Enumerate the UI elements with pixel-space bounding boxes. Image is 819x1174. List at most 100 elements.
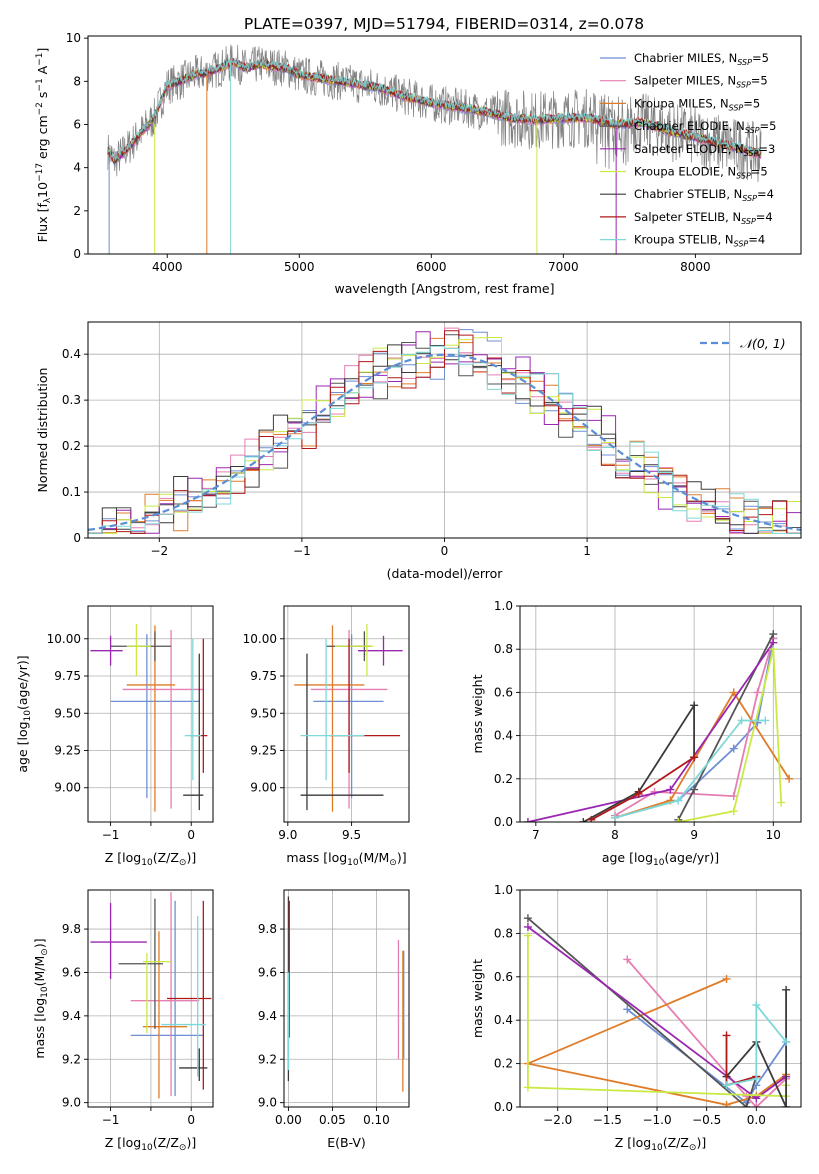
- y-tick-label: 9.75: [54, 669, 81, 683]
- x-axis-label: Z [log10(Z/Z⊙)]: [615, 1135, 706, 1153]
- x-tick-label: −1.5: [593, 1113, 622, 1127]
- x-axis-label-part: Z [log: [615, 1135, 651, 1150]
- x-axis-label-part: 10: [141, 858, 153, 868]
- legend-entry: Chabrier ELODIE, NSSP=5: [634, 119, 776, 135]
- x-axis-label: (data-model)/error: [387, 566, 504, 581]
- legend-entry: Chabrier STELIB, NSSP=4: [634, 187, 774, 203]
- legend-entry-label: Salpeter STELIB, N: [634, 210, 741, 224]
- mass-weight-point: [674, 818, 683, 822]
- legend-entry-tail: =5: [751, 74, 768, 88]
- legend-entry-tail: =3: [758, 142, 775, 156]
- y-axis-label-part: −17: [35, 163, 45, 182]
- mass-weight-point: [782, 1103, 791, 1107]
- plot-area: [294, 623, 403, 812]
- mass-weight-point: [587, 815, 596, 822]
- plot-area: [88, 327, 801, 534]
- y-tick-label: 9.8: [62, 922, 81, 936]
- x-tick-label: 4000: [152, 260, 183, 274]
- mass-weight-vs-metallicity-panel: −2.0 −1.5 −1.0 −0.5 0.0 0.0 0.2 0.4 0.6 0.8 1.0 Z […: [470, 883, 802, 1153]
- mass-weight-point: [742, 1103, 751, 1107]
- legend-entry: Salpeter ELODIE, NSSP=3: [634, 142, 775, 158]
- y-axis-label-part: ]: [35, 48, 50, 53]
- y-tick-label: 9.4: [258, 1009, 277, 1023]
- mass-weight-point: [722, 974, 731, 983]
- y-tick-label: 0.2: [494, 772, 513, 786]
- x-axis-label-part: Z [log: [105, 850, 141, 865]
- y-tick-label: 0.4: [494, 729, 513, 743]
- mass-weight-point: [729, 807, 738, 816]
- mass-weight-point: [782, 985, 791, 994]
- mass-weight-point: [753, 688, 762, 697]
- legend-entry: Chabrier MILES, NSSP=5: [634, 51, 769, 67]
- x-axis-label-part: )]: [186, 1135, 196, 1150]
- legend-entry-tail: =4: [748, 233, 765, 247]
- x-tick-label: 5000: [284, 260, 315, 274]
- y-tick-label: 9.50: [54, 706, 81, 720]
- y-axis-label-part: mass [log: [32, 998, 47, 1059]
- y-tick-label: 9.50: [250, 706, 277, 720]
- y-axis-label: age [log10(age/yr)]: [15, 655, 33, 772]
- y-tick-label: 2: [73, 204, 81, 218]
- legend-entry-label: Salpeter MILES, N: [634, 74, 736, 88]
- y-axis-label-part: 10: [23, 710, 33, 722]
- axes-frame: [283, 605, 410, 823]
- y-tick-label: 0: [73, 531, 81, 545]
- y-tick-label: 9.25: [54, 743, 81, 757]
- y-tick-label: 8: [73, 74, 81, 88]
- plot-area: [523, 914, 791, 1107]
- mass-weight-point: [777, 798, 786, 807]
- legend-entry: Salpeter MILES, NSSP=5: [634, 74, 768, 90]
- legend-entry-tail: =4: [757, 187, 774, 201]
- y-tick-label: 0.6: [494, 685, 513, 699]
- x-axis-label-part: Z [log: [105, 1135, 141, 1150]
- y-tick-label: 0.8: [494, 642, 513, 656]
- age-vs-mass-panel: 9.0 9.5 9.00 9.25 9.50 9.75 10.00 mass [log10(M…: [243, 605, 410, 868]
- observed-spectrum: [107, 44, 762, 183]
- legend-entry-tail: =5: [751, 165, 768, 179]
- y-tick-label: 4: [73, 161, 81, 175]
- axes-frame: [283, 889, 410, 1108]
- y-axis-label-part: −2: [35, 102, 45, 115]
- y-tick-label: 9.8: [258, 922, 277, 936]
- gaussian-curve: [88, 353, 801, 531]
- mass-weight-point: [769, 630, 778, 639]
- mass-weight-point: [769, 645, 778, 654]
- y-axis-label-part: A: [35, 65, 50, 78]
- mass-weight-line: [614, 690, 790, 819]
- mass-weight-point: [737, 716, 746, 725]
- x-axis-label: Z [log10(Z/Z⊙)]: [105, 1135, 196, 1153]
- x-axis-label-part: ⊙: [179, 858, 187, 868]
- y-axis-label-part: (M/M: [32, 956, 47, 987]
- mass-weight-point: [722, 1031, 731, 1040]
- mass-weight-point: [523, 922, 532, 931]
- y-tick-label: 0.2: [62, 439, 81, 453]
- y-tick-label: 6: [73, 117, 81, 131]
- legend-entry-label: Chabrier ELODIE, N: [634, 119, 745, 133]
- y-tick-label: 9.00: [250, 781, 277, 795]
- y-tick-label: 9.00: [54, 781, 81, 795]
- y-tick-label: 9.25: [250, 743, 277, 757]
- y-tick-label: 9.6: [258, 965, 277, 979]
- x-tick-label: 0.10: [363, 1113, 390, 1127]
- y-axis-label-part: age [log: [15, 721, 30, 772]
- y-axis-label-part: λ: [43, 197, 53, 203]
- legend-entry-label: Salpeter ELODIE, N: [634, 142, 744, 156]
- y-tick-label: 0: [73, 247, 81, 261]
- mass-weight-point: [634, 789, 643, 798]
- x-axis-label-part: )]: [397, 850, 407, 865]
- y-axis-label-part: )]: [32, 938, 47, 948]
- residual-histogram: [88, 345, 801, 534]
- y-tick-label: 9.75: [250, 669, 277, 683]
- axes-frame: [519, 605, 802, 823]
- mass-weight-line: [582, 702, 695, 822]
- mass-weight-point: [523, 1083, 532, 1092]
- mass-weight-point: [690, 753, 699, 762]
- y-tick-label: 10.00: [243, 632, 277, 646]
- x-tick-label: 8000: [680, 260, 711, 274]
- y-tick-label: 0.6: [494, 970, 513, 984]
- y-axis-label-part: (age/yr)]: [15, 655, 30, 710]
- mass-weight-point: [610, 813, 619, 822]
- axes-frame: [87, 35, 802, 255]
- x-tick-label: 6000: [416, 260, 447, 274]
- x-tick-label: 0: [187, 1113, 195, 1127]
